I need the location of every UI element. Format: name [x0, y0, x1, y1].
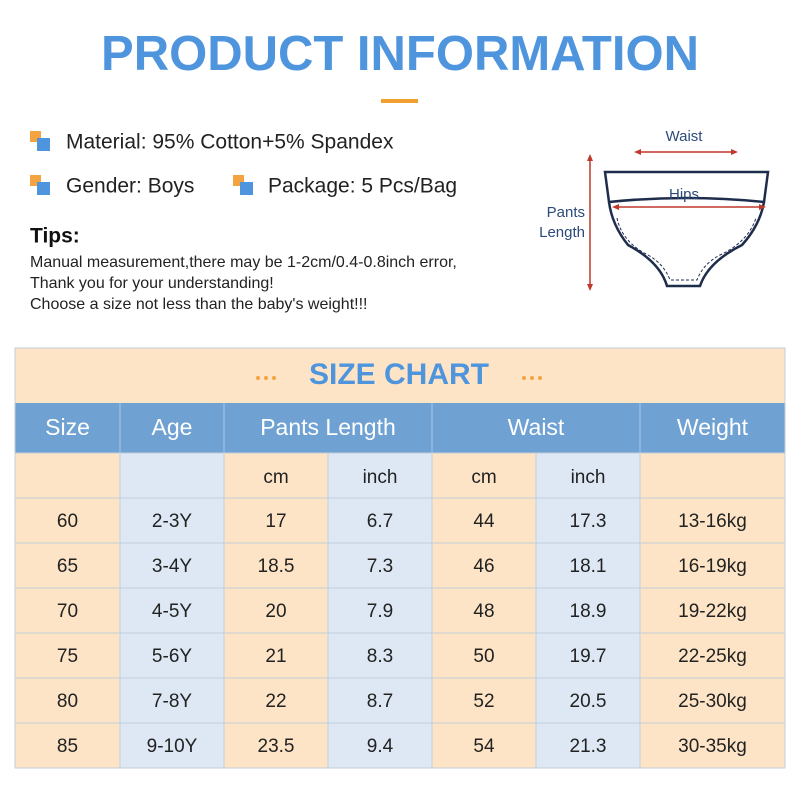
- column-header: Size: [45, 414, 90, 440]
- length-label: Length: [539, 224, 585, 241]
- table-cell: 8.3: [367, 646, 393, 667]
- table-border: [14, 347, 786, 769]
- table-cell: 50: [473, 646, 494, 667]
- table-cell: 25-30kg: [678, 691, 747, 712]
- table-cell: 18.9: [570, 601, 607, 622]
- table-cell: 70: [57, 601, 78, 622]
- tip-line: Thank you for your understanding!: [30, 275, 274, 292]
- column-bg: [640, 453, 785, 768]
- unit-label: cm: [263, 467, 288, 488]
- table-cell: 75: [57, 646, 78, 667]
- waist-label: Waist: [666, 128, 704, 145]
- table-cell: 21.3: [570, 736, 607, 757]
- table-cell: 48: [473, 601, 494, 622]
- table-cell: 9.4: [367, 736, 394, 757]
- column-header: Pants Length: [260, 414, 396, 440]
- table-cell: 16-19kg: [678, 556, 747, 577]
- table-cell: 9-10Y: [147, 736, 198, 757]
- table-cell: 13-16kg: [678, 511, 747, 532]
- table-cell: 3-4Y: [152, 556, 192, 577]
- size-table: SIZE CHART Size Age Pants Length Waist Weigh…: [14, 347, 786, 769]
- table-title: SIZE CHART: [309, 358, 489, 391]
- table-cell: 65: [57, 556, 78, 577]
- column-bg: [328, 453, 432, 768]
- unit-label: inch: [571, 467, 606, 488]
- column-bg: [15, 453, 120, 768]
- bullet-icon: [30, 131, 50, 151]
- table-cell: 17: [265, 511, 286, 532]
- table-cell: 5-6Y: [152, 646, 192, 667]
- unit-label: inch: [363, 467, 398, 488]
- page-title: PRODUCT INFORMATION: [101, 27, 699, 81]
- table-cell: 8.7: [367, 691, 393, 712]
- column-bg: [120, 453, 224, 768]
- table-cell: 44: [473, 511, 495, 532]
- title-underline: [381, 99, 418, 103]
- table-cell: 46: [473, 556, 494, 577]
- length-label: Pants: [547, 204, 585, 221]
- column-header: Weight: [677, 414, 749, 440]
- table-cell: 18.5: [258, 556, 295, 577]
- table-cell: 6.7: [367, 511, 393, 532]
- table-title-bg: [15, 348, 785, 403]
- feature-material: Material: 95% Cotton+5% Spandex: [66, 131, 394, 154]
- table-cell: 52: [473, 691, 494, 712]
- table-cell: 85: [57, 736, 78, 757]
- table-cell: 22: [265, 691, 286, 712]
- header-bg: [15, 403, 785, 453]
- table-cell: 7.9: [367, 601, 393, 622]
- table-cell: 18.1: [570, 556, 607, 577]
- table-cell: 2-3Y: [152, 511, 192, 532]
- column-bg: [536, 453, 640, 768]
- column-header: Waist: [508, 414, 565, 440]
- feature-package: Package: 5 Pcs/Bag: [268, 175, 457, 198]
- briefs-diagram: [603, 170, 770, 288]
- bullet-icon: [233, 175, 253, 195]
- unit-label: cm: [471, 467, 496, 488]
- feature-gender: Gender: Boys: [66, 175, 194, 198]
- measure-arrows: [587, 149, 766, 291]
- table-cell: 7.3: [367, 556, 393, 577]
- table-cell: 23.5: [258, 736, 295, 757]
- table-cell: 30-35kg: [678, 736, 747, 757]
- table-cell: 60: [57, 511, 78, 532]
- table-cell: 21: [265, 646, 286, 667]
- tip-line: Manual measurement,there may be 1-2cm/0.…: [30, 254, 457, 271]
- tips-title: Tips:: [30, 225, 80, 248]
- table-cell: 17.3: [570, 511, 607, 532]
- bullet-icon: [30, 175, 50, 195]
- column-bg: [432, 453, 536, 768]
- table-cell: 19-22kg: [678, 601, 747, 622]
- table-cell: 19.7: [570, 646, 607, 667]
- table-cell: 54: [473, 736, 495, 757]
- table-cell: 20.5: [570, 691, 607, 712]
- table-cell: 4-5Y: [152, 601, 192, 622]
- table-cell: 7-8Y: [152, 691, 192, 712]
- table-cell: 22-25kg: [678, 646, 747, 667]
- hips-label: Hips: [669, 186, 699, 203]
- tip-line: Choose a size not less than the baby's w…: [30, 296, 367, 313]
- column-bg: [224, 453, 328, 768]
- title-dots: [256, 376, 542, 380]
- table-cell: 80: [57, 691, 78, 712]
- column-header: Age: [152, 414, 193, 440]
- table-cell: 20: [265, 601, 286, 622]
